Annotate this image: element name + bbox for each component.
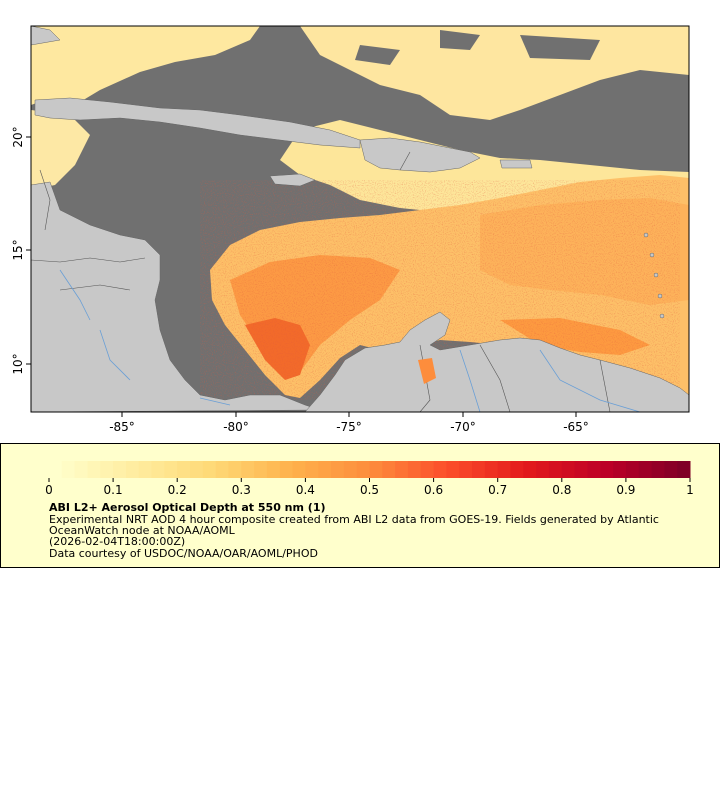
map-plot-area: [31, 26, 689, 412]
colorbar-swatch: [625, 461, 640, 478]
legend-description-cont: OceanWatch node at NOAA/AOML: [49, 524, 235, 537]
lon-tick-marks: [121, 412, 577, 417]
lat-tick-label: 10°: [11, 353, 25, 374]
lake-maracaibo: [418, 358, 436, 384]
colorbar-swatch: [548, 461, 563, 478]
colorbar-swatch: [561, 461, 576, 478]
colorbar-swatch: [677, 461, 691, 478]
lon-tick-label: -85°: [109, 420, 135, 434]
colorbar-ticks: [48, 478, 691, 482]
colorbar-tick-label: 0.4: [296, 483, 315, 497]
land-masses: [31, 26, 689, 412]
colorbar-swatch: [177, 461, 191, 478]
colorbar-swatch: [587, 461, 601, 478]
colorbar-swatch: [254, 461, 268, 478]
lon-tick-label: -80°: [223, 420, 249, 434]
colorbar-swatch: [433, 461, 447, 478]
colorbar-tick-label: 0.8: [552, 483, 571, 497]
colorbar-swatch: [472, 461, 486, 478]
colorbar-swatch: [318, 461, 332, 478]
colorbar-swatch: [292, 461, 306, 478]
colorbar-swatch: [61, 461, 76, 478]
colorbar-tick-label: 0.6: [424, 483, 443, 497]
colorbar-swatch: [382, 461, 396, 478]
legend-panel: 0 0.1 0.2 0.3 0.4 0.5 0.6 0.7 0.8 0.9 1 ABI L2+ Ae…: [0, 443, 720, 568]
colorbar-swatch: [49, 461, 63, 478]
colorbar-swatch: [446, 461, 460, 478]
colorbar-swatch: [638, 461, 653, 478]
colorbar-swatch: [536, 461, 550, 478]
colorbar-swatch: [125, 461, 140, 478]
colorbar-swatch: [151, 461, 165, 478]
colorbar-swatch: [574, 461, 588, 478]
colorbar-swatch: [138, 461, 153, 478]
colorbar-swatch: [356, 461, 370, 478]
colorbar-tick-label: 0.9: [616, 483, 635, 497]
colorbar-tick-label: 0: [45, 483, 53, 497]
lon-tick-label: -65°: [563, 420, 589, 434]
colorbar-swatch: [305, 461, 319, 478]
colorbar-swatch: [613, 461, 627, 478]
colorbar-swatch: [510, 461, 524, 478]
legend-title: ABI L2+ Aerosol Optical Depth at 550 nm …: [49, 501, 326, 514]
colorbar-swatch: [664, 461, 678, 478]
lon-tick-label: -70°: [450, 420, 476, 434]
colorbar-swatch: [74, 461, 88, 478]
colorbar-swatch: [497, 461, 512, 478]
colorbar-swatch: [523, 461, 537, 478]
colorbar-swatch: [369, 461, 383, 478]
legend-timestamp: (2026-02-04T18:00:00Z): [49, 535, 186, 548]
colorbar-tick-label: 0.1: [104, 483, 123, 497]
colorbar-swatch: [343, 461, 358, 478]
colorbar-tick-label: 0.5: [360, 483, 379, 497]
colorbar-swatch: [279, 461, 294, 478]
colorbar: 0 0.1 0.2 0.3 0.4 0.5 0.6 0.7 0.8 0.9 1: [45, 461, 694, 497]
colorbar-swatch: [87, 461, 101, 478]
colorbar-swatch: [266, 461, 281, 478]
colorbar-swatch: [420, 461, 435, 478]
colorbar-tick-label: 0.2: [168, 483, 187, 497]
colorbar-labels: 0 0.1 0.2 0.3 0.4 0.5 0.6 0.7 0.8 0.9 1: [45, 483, 694, 497]
colorbar-tick-label: 1: [686, 483, 694, 497]
legend-description: Experimental NRT AOD 4 hour composite cr…: [49, 513, 659, 526]
colorbar-swatch: [484, 461, 499, 478]
colorbar-swatch: [459, 461, 473, 478]
lat-tick-label: 15°: [11, 239, 25, 260]
colorbar-swatch: [407, 461, 422, 478]
colorbar-swatch: [190, 461, 204, 478]
colorbar-swatch: [600, 461, 614, 478]
colorbar-swatch: [100, 461, 114, 478]
aod-map: 10° 15° 20° -85° -80° -75° -70° -65°: [11, 25, 690, 434]
colorbar-swatch: [651, 461, 665, 478]
rivers: [59, 269, 641, 412]
colorbar-swatch: [331, 461, 345, 478]
colorbar-swatch: [215, 461, 229, 478]
lat-tick-label: 20°: [11, 126, 25, 147]
colorbar-swatch: [395, 461, 409, 478]
lat-tick-marks: [26, 136, 31, 365]
colorbar-swatch: [228, 461, 242, 478]
colorbar-swatch: [164, 461, 178, 478]
legend-credit: Data courtesy of USDOC/NOAA/OAR/AOML/PHO…: [49, 547, 318, 560]
colorbar-swatches: [49, 461, 691, 478]
map-frame: [30, 25, 690, 413]
colorbar-swatch: [113, 461, 127, 478]
colorbar-tick-label: 0.7: [488, 483, 507, 497]
colorbar-swatch: [202, 461, 217, 478]
colorbar-tick-label: 0.3: [232, 483, 251, 497]
colorbar-swatch: [241, 461, 255, 478]
lon-tick-label: -75°: [336, 420, 362, 434]
